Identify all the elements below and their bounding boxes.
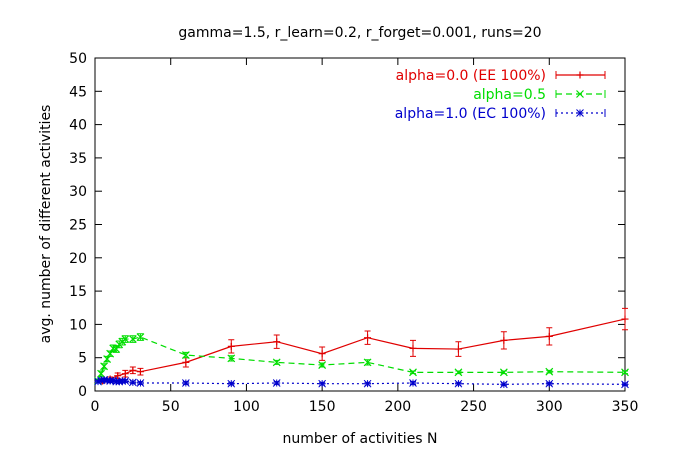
data-point [129,366,137,374]
y-tick-label: 45 [69,84,87,100]
data-point [97,369,105,378]
x-tick-label: 300 [536,399,563,415]
data-point [621,315,629,323]
data-point [227,354,236,363]
x-tick-label: 200 [384,399,411,415]
y-tick-label: 35 [69,151,87,167]
data-point [409,379,417,387]
data-point [227,379,236,388]
y-tick-label: 25 [69,218,87,234]
data-point [454,345,462,353]
y-tick-label: 20 [69,251,87,267]
data-point [136,368,144,376]
data-point [621,368,629,377]
data-point [272,358,281,367]
x-tick-label: 250 [460,399,487,415]
y-tick-label: 15 [69,284,87,300]
series-2 [94,333,629,385]
legend-item: alpha=0.5 [473,87,606,103]
legend-label: alpha=1.0 (EC 100%) [395,106,546,122]
data-point [273,338,281,346]
data-point [545,367,554,376]
legend-errorbar [555,71,606,79]
legend-item: alpha=0.0 (EE 100%) [396,68,606,84]
series-3 [94,375,629,389]
x-tick-label: 0 [91,399,100,415]
data-point [545,379,554,388]
data-point [100,375,108,384]
data-point [500,336,508,344]
data-point [227,342,235,350]
data-point [576,71,584,79]
legend-label: alpha=0.0 (EE 100%) [396,68,546,84]
data-point [576,90,584,98]
x-tick-label: 50 [162,399,180,415]
data-point [136,333,145,341]
data-point [318,350,326,358]
data-point [128,335,137,343]
data-point [115,377,124,386]
data-point [109,376,118,385]
y-tick-label: 50 [69,51,87,67]
y-tick-label: 5 [78,351,87,367]
series-line [102,318,626,382]
x-tick-label: 150 [309,399,336,415]
data-point [94,377,102,386]
data-point [364,334,372,342]
data-point [409,368,417,377]
data-point [409,344,417,352]
data-point [318,361,327,369]
x-tick-label: 100 [233,399,260,415]
data-point [454,379,463,388]
data-point [272,379,281,387]
data-point [121,335,130,343]
data-point [97,376,105,385]
data-point [121,377,130,385]
chart-title: gamma=1.5, r_learn=0.2, r_forget=0.001, … [178,25,541,41]
legend-errorbar [555,109,606,117]
y-tick-label: 0 [78,384,87,400]
data-point [181,351,190,359]
data-point [621,380,629,389]
legend-label: alpha=0.5 [473,87,546,103]
y-tick-label: 40 [69,118,87,134]
legend-item: alpha=1.0 (EC 100%) [395,106,606,122]
x-axis-label: number of activities N [282,431,437,447]
x-tick-label: 350 [612,399,639,415]
data-point [112,345,121,353]
data-point [106,377,114,385]
data-point [100,362,109,371]
data-point [363,379,372,388]
data-point [363,358,372,367]
data-point [545,332,553,340]
data-point [136,379,145,387]
plot-area: 0 50 100 150 200 250 300 350 0 5 10 15 20 25 30 35 40 45 5… [69,51,638,415]
series-line [97,336,626,382]
y-tick-label: 10 [69,317,87,333]
y-tick-label: 30 [69,184,87,200]
data-point [318,379,326,388]
data-point [121,370,129,378]
legend: alpha=0.0 (EE 100%) alpha=0.5 alpha=1.0 (E… [395,68,606,122]
data-point [129,378,137,387]
series-1 [99,307,629,385]
data-point [500,380,508,389]
data-point [576,109,584,117]
y-axis-label: avg. number of different activities [38,105,54,344]
data-point [114,372,122,380]
legend-errorbar [555,90,606,98]
data-point [454,368,463,377]
data-point [182,358,190,366]
data-point [182,379,190,387]
data-point [103,376,111,385]
data-point [499,368,508,377]
